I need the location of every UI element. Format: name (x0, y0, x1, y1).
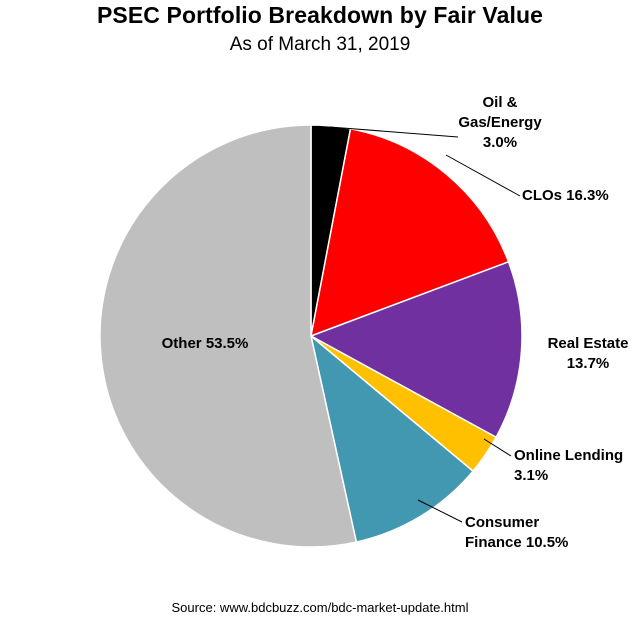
label-line: 13.7% (567, 355, 610, 372)
label-line: Other 53.5% (162, 335, 249, 352)
label-line: 3.1% (514, 467, 548, 484)
label-line: Gas/Energy (458, 114, 542, 131)
leader-line-clos (445, 154, 521, 197)
leader-lines (329, 126, 521, 523)
label-clos: CLOs 16.3% (522, 187, 609, 204)
leader-line-consumer-finance (417, 499, 463, 523)
label-line: Finance 10.5% (465, 534, 568, 551)
slice-labels: Oil & Gas/Energy 3.0% CLOs 16.3% Real Estate… (162, 94, 629, 551)
source-note: Source: www.bdcbuzz.com/bdc-market-updat… (171, 600, 469, 615)
pie-slices (99, 124, 523, 548)
label-other: Other 53.5% (162, 335, 249, 352)
label-line: Online Lending (514, 447, 623, 464)
label-online-lending: Online Lending 3.1% (514, 447, 623, 484)
label-consumer-finance: Consumer Finance 10.5% (465, 514, 568, 551)
chart-subtitle: As of March 31, 2019 (229, 34, 411, 55)
slice-real-estate (309, 260, 523, 439)
label-line: Consumer (465, 514, 539, 531)
leader-line-oil-and-gas-energy (329, 126, 459, 138)
leader-line-online-lending (483, 438, 512, 457)
label-line: CLOs 16.3% (522, 187, 609, 204)
label-real-estate: Real Estate 13.7% (548, 335, 629, 372)
label-line: 3.0% (483, 134, 517, 151)
label-oil-and-gas-energy: Oil & Gas/Energy 3.0% (458, 94, 542, 151)
label-line: Real Estate (548, 335, 629, 352)
chart-title: PSEC Portfolio Breakdown by Fair Value (96, 2, 543, 28)
slice-consumer-finance (309, 334, 475, 543)
slice-other (99, 124, 358, 548)
slice-clos (310, 127, 510, 338)
label-line: Oil & (482, 94, 517, 111)
